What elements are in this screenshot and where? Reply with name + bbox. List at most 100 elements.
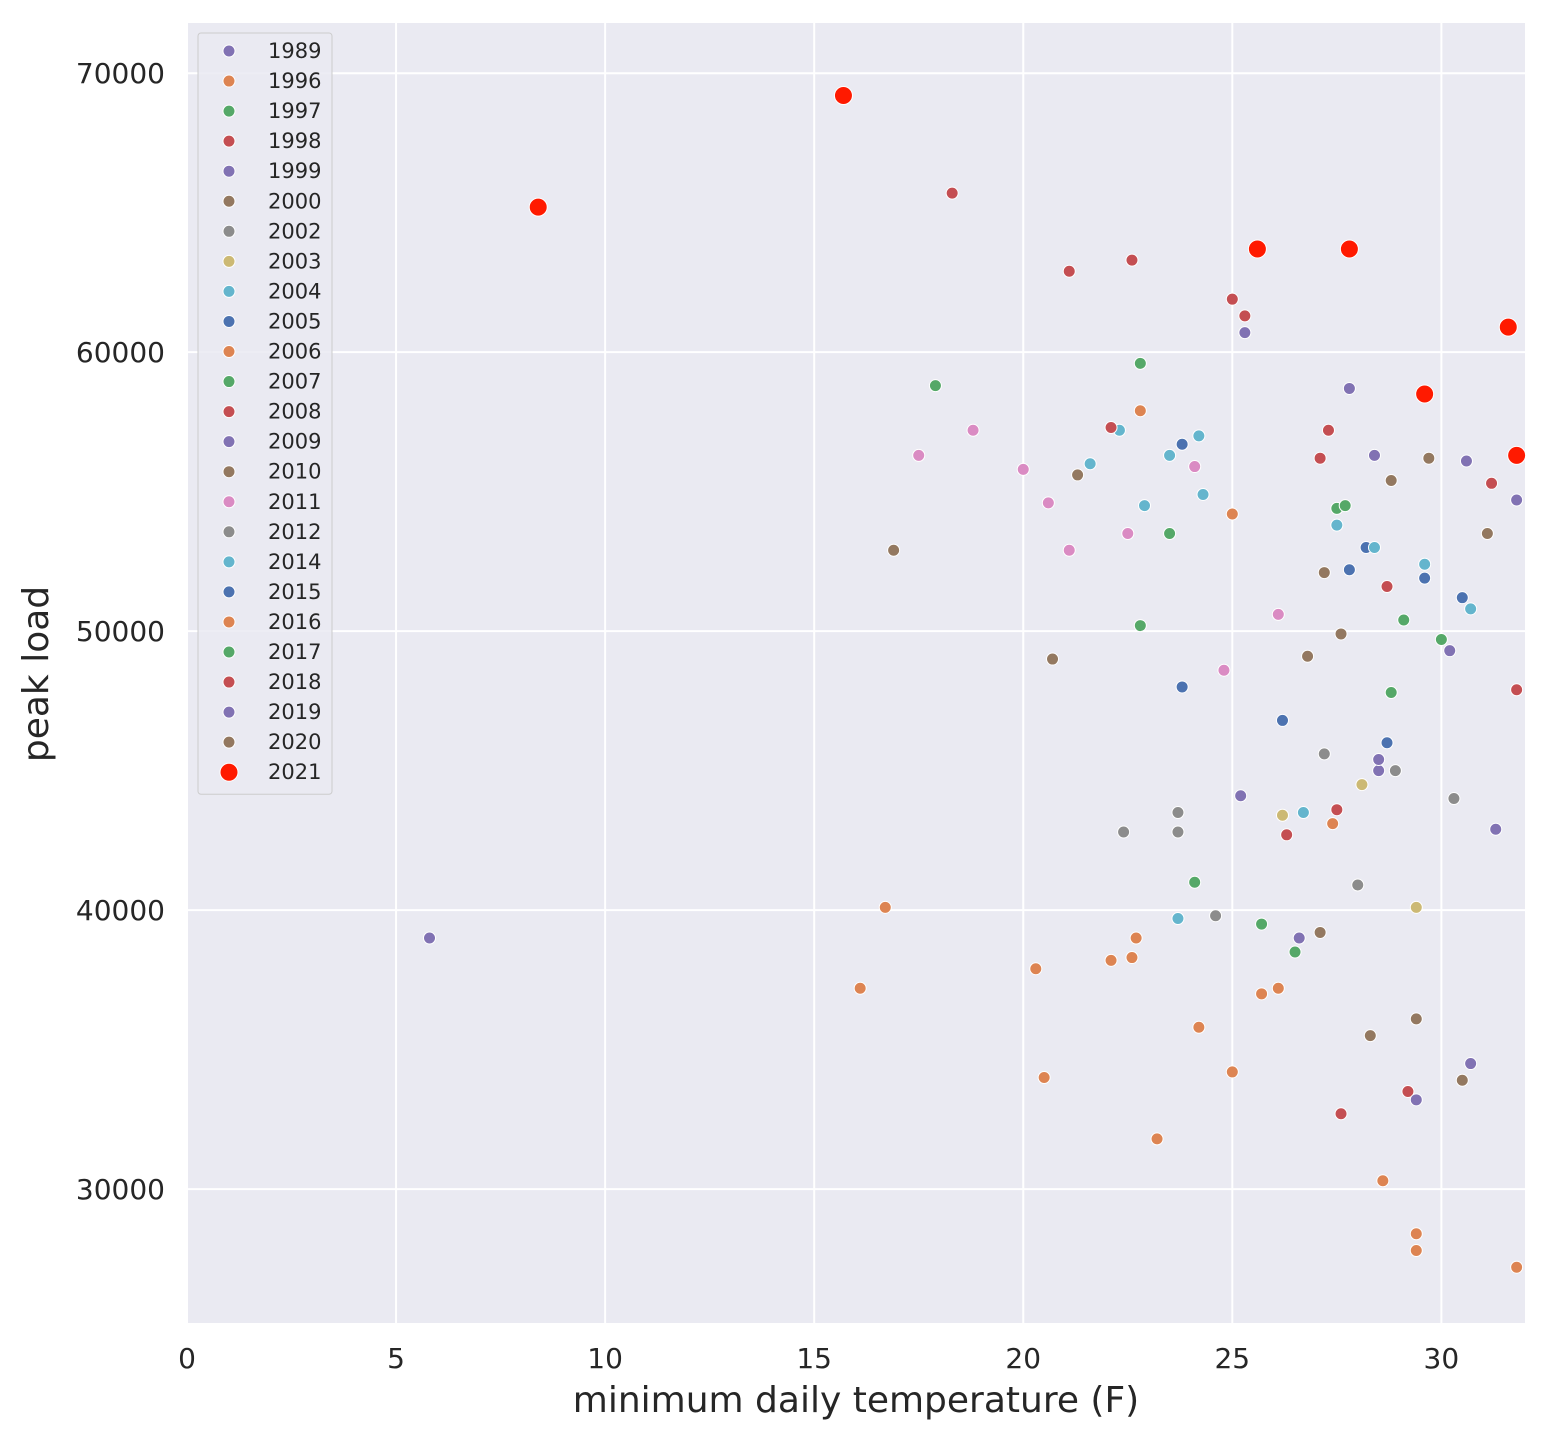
- data-point: [1342, 563, 1356, 577]
- data-point: [878, 900, 892, 914]
- data-point: [1188, 460, 1202, 474]
- legend-label: 1999: [268, 159, 321, 183]
- data-point: [1271, 607, 1285, 621]
- data-point: [1016, 462, 1030, 476]
- data-point: [1275, 713, 1289, 727]
- data-point: [1418, 571, 1432, 585]
- y-tick-label: 50000: [76, 615, 165, 648]
- legend-label: 2011: [268, 490, 321, 514]
- y-axis-label: peak load: [16, 586, 57, 762]
- legend-label: 2008: [268, 400, 321, 424]
- legend-marker: [222, 44, 236, 58]
- data-point: [1133, 404, 1147, 418]
- data-point: [887, 543, 901, 557]
- x-tick-label: 15: [796, 1342, 832, 1375]
- data-point: [1171, 911, 1185, 925]
- data-point: [1372, 752, 1386, 766]
- data-point: [1150, 1132, 1164, 1146]
- legend-marker: [222, 435, 236, 449]
- data-point: [1225, 1065, 1239, 1079]
- data-point: [1334, 627, 1348, 641]
- legend-marker: [222, 735, 236, 749]
- legend-marker: [222, 525, 236, 539]
- data-point: [1464, 1057, 1478, 1071]
- data-point: [1351, 878, 1365, 892]
- data-point: [1175, 680, 1189, 694]
- x-tick-label: 25: [1214, 1342, 1250, 1375]
- data-point: [1363, 1029, 1377, 1043]
- legend-marker: [219, 762, 239, 782]
- grid: [186, 23, 1525, 1323]
- data-point: [1330, 803, 1344, 817]
- data-point: [928, 379, 942, 393]
- data-point: [1192, 429, 1206, 443]
- legend-label: 2003: [268, 249, 321, 273]
- data-point: [1225, 507, 1239, 521]
- data-point: [1326, 817, 1340, 831]
- data-point: [1037, 1071, 1051, 1085]
- data-point: [1247, 239, 1267, 259]
- data-point: [1409, 900, 1423, 914]
- data-point: [423, 931, 437, 945]
- data-point: [1271, 981, 1285, 995]
- y-tick-label: 30000: [76, 1173, 165, 1206]
- data-point: [1234, 789, 1248, 803]
- data-point: [1125, 253, 1139, 267]
- data-point: [1175, 437, 1189, 451]
- x-tick-label: 30: [1424, 1342, 1460, 1375]
- data-point: [1129, 931, 1143, 945]
- data-point: [1434, 633, 1448, 647]
- data-point: [1104, 953, 1118, 967]
- x-tick-label: 20: [1005, 1342, 1041, 1375]
- data-point: [1489, 822, 1503, 836]
- legend-label: 1996: [268, 69, 321, 93]
- data-point: [1409, 1093, 1423, 1107]
- legend-marker: [222, 465, 236, 479]
- data-point: [1288, 945, 1302, 959]
- data-point: [1355, 778, 1369, 792]
- legend-marker: [222, 284, 236, 298]
- data-point: [1171, 825, 1185, 839]
- data-point: [1401, 1084, 1415, 1098]
- data-point: [1510, 683, 1524, 697]
- legend-label: 2007: [268, 370, 321, 394]
- data-point: [1280, 828, 1294, 842]
- data-point: [1225, 292, 1239, 306]
- data-point: [1380, 580, 1394, 594]
- legend-label: 2010: [268, 460, 321, 484]
- data-point: [1372, 764, 1386, 778]
- legend-marker: [222, 224, 236, 238]
- data-point: [1196, 487, 1210, 501]
- data-point: [1275, 808, 1289, 822]
- legend-marker: [222, 345, 236, 358]
- data-point: [1062, 264, 1076, 278]
- data-point: [1313, 925, 1327, 939]
- data-point: [1255, 987, 1269, 1001]
- x-tick-labels: 0 5 10 15 20 25 30: [178, 1342, 1459, 1375]
- data-point: [1317, 566, 1331, 580]
- y-tick-label: 40000: [76, 894, 165, 927]
- legend-label: 2019: [268, 700, 321, 724]
- data-point: [1464, 602, 1478, 616]
- data-point: [1409, 1243, 1423, 1257]
- data-point: [1459, 454, 1473, 468]
- data-point: [1121, 527, 1135, 541]
- data-point: [1171, 805, 1185, 819]
- data-point: [1507, 445, 1527, 465]
- data-point: [1301, 649, 1315, 663]
- data-point: [1455, 1073, 1469, 1087]
- data-point: [1443, 644, 1457, 658]
- data-point: [1163, 448, 1177, 462]
- legend-marker: [222, 405, 236, 419]
- legend-label: 2006: [268, 340, 321, 364]
- data-point: [1418, 557, 1432, 571]
- legend-label: 2015: [268, 580, 321, 604]
- data-point: [1367, 448, 1381, 462]
- legend-marker: [222, 645, 236, 659]
- x-tick-label: 5: [387, 1342, 405, 1375]
- data-point: [833, 86, 853, 106]
- legend-marker: [222, 104, 236, 118]
- legend-marker: [222, 705, 236, 719]
- data-point: [1083, 457, 1097, 471]
- data-point: [1342, 381, 1356, 395]
